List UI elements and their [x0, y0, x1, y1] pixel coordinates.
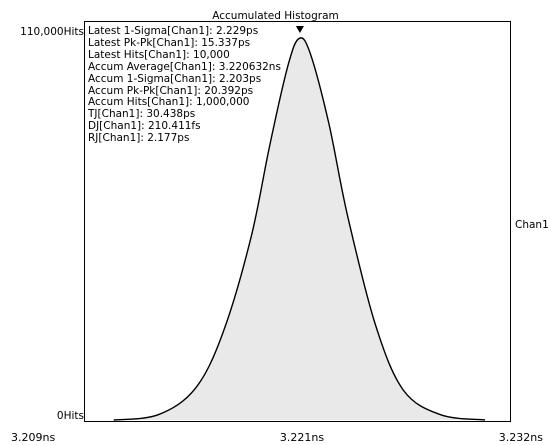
stat-accum-hits: Accum Hits[Chan1]: 1,000,000: [88, 96, 250, 109]
stat-rj: RJ[Chan1]: 2.177ps: [88, 132, 190, 145]
stat-accum-1-sigma: Accum 1-Sigma[Chan1]: 2.203ps: [88, 72, 262, 85]
chart-title: Accumulated Histogram: [212, 10, 339, 22]
x-tick-label-center: 3.221ns: [279, 431, 325, 444]
stat-latest-1-sigma: Latest 1-Sigma[Chan1]: 2.229ps: [88, 25, 259, 37]
x-tick-label-left: 3.209ns: [11, 431, 56, 444]
histogram-curve: [113, 37, 486, 421]
plot-area[interactable]: [84, 21, 511, 422]
histogram-area: [113, 37, 485, 420]
stats-panel: Latest 1-Sigma[Chan1]: 2.229ps Latest Pk…: [88, 25, 281, 145]
x-tick-label-right: 3.232ns: [498, 431, 543, 444]
stat-dj: DJ[Chan1]: 210.411fs: [88, 120, 201, 133]
y-tick-label-min: 0Hits: [56, 410, 84, 422]
stat-latest-pk-pk: Latest Pk-Pk[Chan1]: 15.337ps: [88, 36, 251, 49]
channel-label: Chan1: [515, 219, 549, 231]
stat-latest-hits: Latest Hits[Chan1]: 10,000: [88, 48, 230, 61]
y-tick-label-max: 110,000Hits: [20, 26, 84, 38]
stat-accum-average: Accum Average[Chan1]: 3.220632ns: [88, 60, 281, 73]
stat-tj: TJ[Chan1]: 30.438ps: [88, 108, 196, 121]
mean-marker-icon: [295, 26, 304, 33]
stat-accum-pk-pk: Accum Pk-Pk[Chan1]: 20.392ps: [88, 84, 254, 97]
